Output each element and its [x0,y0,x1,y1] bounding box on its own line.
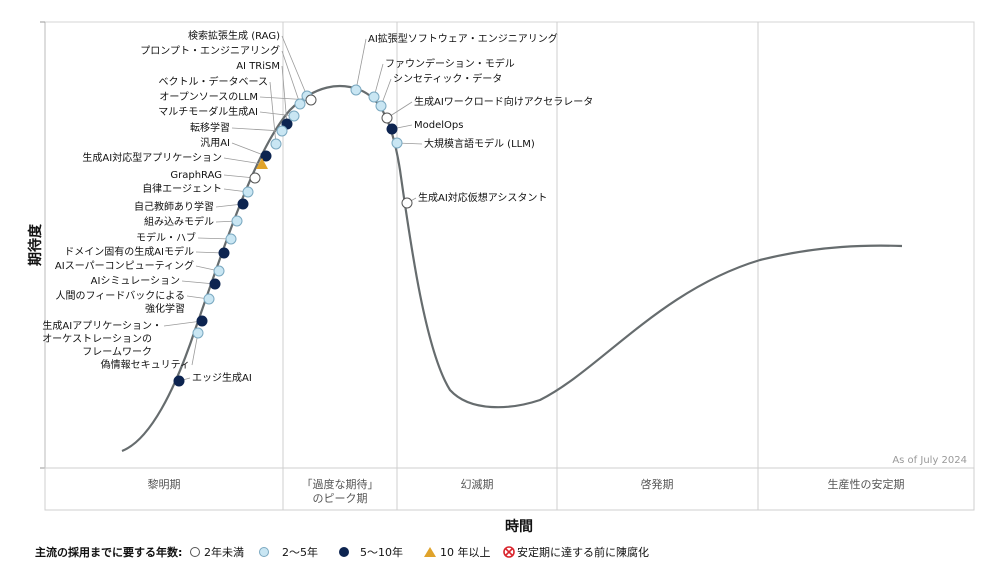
legend-marker-lt2 [190,547,200,557]
phase-label-peak: 「過度な期待」のピーク期 [302,477,379,505]
y-axis-title: 期待度 [27,223,44,266]
technology-marker [242,186,254,198]
technology-marker [305,94,317,106]
technology-marker [294,98,306,110]
technology-label: モデル・ハブ [136,231,196,244]
technology-label: 人間のフィードバックによる強化学習 [56,290,186,315]
legend-label-2to5: 2～5年 [282,545,318,559]
leader-line [197,237,232,240]
technology-marker [213,265,225,277]
technology-marker [192,327,204,339]
plot-area [44,21,975,469]
technology-marker [237,198,249,210]
technology-label: 生成AIワークロード向けアクセラレータ [414,95,593,108]
technology-marker [249,172,261,184]
technology-marker [276,125,288,137]
technology-label: シンセティック・データ [393,72,502,85]
technology-label: 自己教師あり学習 [134,200,214,213]
leader-line [231,142,267,157]
technology-marker [375,100,387,112]
technology-label: ドメイン固有の生成AIモデル [64,245,194,258]
technology-marker [401,197,413,209]
technology-marker [203,293,215,305]
leader-line [355,38,367,91]
technology-marker [381,112,393,124]
technology-marker [368,91,380,103]
leader-line [181,280,216,285]
legend-marker-obsolete [503,546,515,558]
leader-line [269,81,277,145]
technology-marker [260,150,272,162]
technology-marker [391,137,403,149]
technology-label: 汎用AI [200,136,230,149]
technology-label: 検索拡張生成 (RAG) [188,29,280,42]
phase-label-innovation: 黎明期 [148,477,181,491]
technology-label: AI TRiSM [236,61,280,72]
legend: 主流の採用までに要する年数: 2年未満 2～5年 5～10年 10 年以上 安定… [35,545,649,559]
technology-label: オープンソースのLLM [159,91,258,103]
legend-label-5to10: 5～10年 [360,545,403,559]
technology-label: GraphRAG [170,170,222,181]
leader-line [281,35,308,97]
technology-label: ファウンデーション・モデル [385,57,515,70]
leader-line [281,65,288,125]
technology-label: マルチモーダル生成AI [158,105,258,118]
technology-label: 生成AIアプリケーション・オーケストレーションのフレームワーク [42,319,162,358]
phase-label-trough: 幻滅期 [461,478,494,491]
technology-label: プロンプト・エンジニアリング [140,44,280,57]
phase-label-slope: 啓発期 [641,477,674,491]
leader-line [231,127,283,132]
technology-label: 生成AI対応仮想アシスタント [418,191,547,204]
as-of-label: As of July 2024 [892,455,967,466]
technology-marker [270,138,282,150]
technology-label: 組み込みモデル [144,215,214,228]
technology-marker [218,247,230,259]
leader-line [259,111,295,117]
phase-band [44,467,975,511]
phase-label-plateau: 生産性の安定期 [828,477,905,491]
legend-label-obsolete: 安定期に達する前に陳腐化 [517,545,649,559]
technology-label: 自律エージェント [142,182,222,195]
x-axis-title: 時間 [505,518,533,535]
technology-marker [350,84,362,96]
technology-label: 偽情報セキュリティ [101,358,190,371]
legend-marker-2to5 [259,547,269,557]
technology-marker [196,315,208,327]
legend-label-gt10: 10 年以上 [440,545,491,559]
technology-marker [231,215,243,227]
technology-marker [173,375,185,387]
technology-label: エッジ生成AI [192,371,252,384]
technology-label: 大規模言語モデル (LLM) [424,137,535,150]
leader-line [223,157,263,165]
technology-marker [225,233,237,245]
leader-line [163,320,203,327]
technology-label: AIシミュレーション [91,276,180,287]
technology-label: ベクトル・データベース [159,75,269,88]
technology-label: 生成AI対応型アプリケーション [82,151,222,164]
leader-line [373,63,384,98]
technology-label: AIスーパーコンピューティング [55,259,194,272]
leader-line [281,50,301,105]
technology-marker [256,158,268,169]
technology-marker [209,278,221,290]
legend-title: 主流の採用までに要する年数: [35,545,182,559]
legend-marker-5to10 [339,547,349,557]
technology-marker [288,110,300,122]
technology-marker [386,123,398,135]
technology-label: 転移学習 [190,121,230,134]
legend-marker-gt10 [424,547,436,557]
technology-label: AI拡張型ソフトウェア・エンジニアリング [368,32,558,45]
legend-label-lt2: 2年未満 [204,545,244,559]
technology-label: ModelOps [414,120,463,131]
